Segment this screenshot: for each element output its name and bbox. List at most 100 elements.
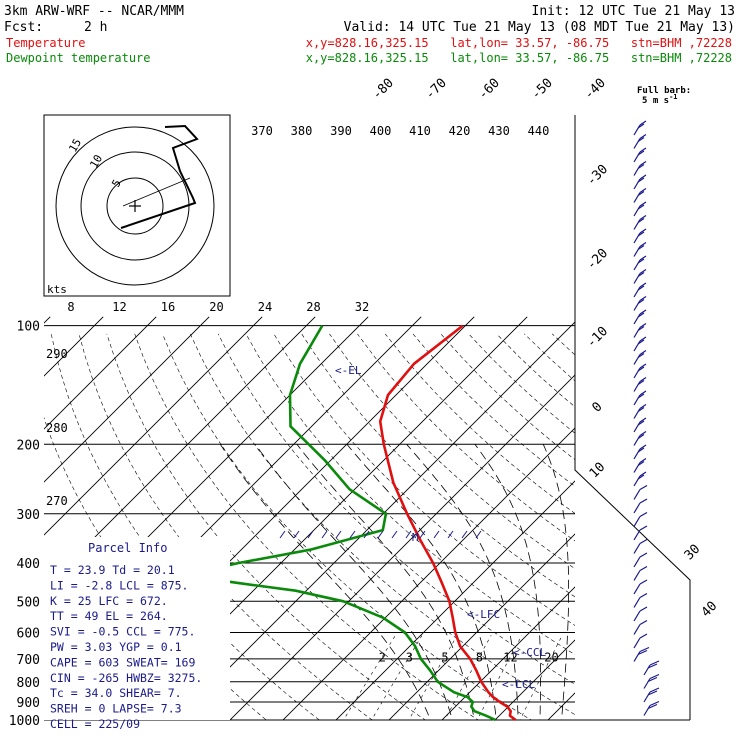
isotherm-line xyxy=(388,533,575,720)
wind-barb xyxy=(633,484,648,500)
barb-flag xyxy=(639,484,648,491)
parcel-tick xyxy=(433,530,440,539)
barb-staff xyxy=(633,597,641,608)
hodograph-speed-label: 8 xyxy=(67,300,74,314)
barb-staff xyxy=(643,678,651,689)
barb-flag xyxy=(647,690,658,696)
hodograph-ring xyxy=(55,126,215,286)
pressure-tick-label: 300 xyxy=(17,508,40,523)
moist-adiabat-line xyxy=(219,444,431,720)
barb-flag xyxy=(639,525,648,531)
wind-barb xyxy=(633,633,648,649)
isotherm-label: -10 xyxy=(584,324,611,351)
parcel-info-row: PW = 3.03 YGP = 0.1 xyxy=(50,640,182,654)
mixing-ratio-line xyxy=(371,635,423,720)
barb-flag xyxy=(637,258,645,264)
wind-barb xyxy=(633,417,647,433)
barb-flag xyxy=(639,269,647,274)
wind-barb xyxy=(633,363,647,379)
barb-flag xyxy=(647,676,658,683)
wind-barb xyxy=(633,242,647,257)
hodograph-speed-label: 32 xyxy=(355,300,369,314)
parcel-info-title: Parcel Info xyxy=(88,541,167,555)
hodograph-speed-label: 28 xyxy=(306,300,320,314)
barb-staff xyxy=(633,502,641,514)
barb-staff xyxy=(633,138,641,149)
isotherm-label: 30 xyxy=(682,542,704,564)
hodograph-speed-label: 16 xyxy=(161,300,175,314)
barb-staff xyxy=(633,273,641,284)
isotherm-line xyxy=(44,316,316,589)
wind-barb xyxy=(633,592,648,608)
barb-flag xyxy=(649,687,660,693)
barb-flag xyxy=(647,663,658,669)
barb-flag xyxy=(637,191,645,196)
barb-flag xyxy=(639,498,648,504)
barb-flag xyxy=(639,323,647,328)
wind-barb xyxy=(633,336,647,352)
barb-staff xyxy=(633,340,641,352)
barb-flag xyxy=(639,309,647,315)
valid-time: Valid: 14 UTC Tue 21 May 13 (08 MDT Tue … xyxy=(344,20,735,35)
wind-barb xyxy=(633,579,648,595)
barb-staff xyxy=(633,543,641,554)
mixing-ratio-line xyxy=(408,635,458,720)
pressure-tick-label: 700 xyxy=(17,653,40,668)
theta-label: 410 xyxy=(409,124,431,138)
barb-flag xyxy=(639,619,648,626)
barb-staff xyxy=(633,192,641,203)
barb-staff xyxy=(633,327,641,338)
el-marker: <-EL xyxy=(335,364,362,377)
barb-flag xyxy=(649,700,660,707)
barb-flag xyxy=(637,353,645,358)
hodograph-speed-label: 20 xyxy=(209,300,223,314)
parcel-info-row: Tc = 34.0 SHEAR= 7. xyxy=(50,686,182,700)
moist-adiabat-line xyxy=(406,444,519,720)
barb-flag xyxy=(639,188,647,193)
barb-staff xyxy=(633,610,641,622)
barb-flag xyxy=(649,660,660,666)
barb-staff xyxy=(643,705,651,716)
wind-barb xyxy=(633,174,647,190)
pressure-tick-label: 800 xyxy=(17,676,40,691)
barb-flag xyxy=(637,312,645,318)
parcel-tick xyxy=(335,530,342,539)
parcel-level-markers: <-EL <-LFC <-CCL <-LCL M xyxy=(279,364,546,691)
wind-barb xyxy=(633,188,647,203)
barb-note-exponent: -1 xyxy=(669,93,677,101)
pressure-tick-label: 500 xyxy=(17,595,40,610)
barb-staff xyxy=(633,219,641,230)
parcel-tick xyxy=(461,530,468,539)
barb-flag xyxy=(637,420,645,426)
barb-staff xyxy=(633,570,641,581)
barb-staff xyxy=(633,624,641,635)
skew-boundary xyxy=(574,115,691,720)
wind-barb xyxy=(633,525,648,541)
barb-staff xyxy=(633,489,641,500)
barb-staff xyxy=(633,462,641,473)
barb-staff xyxy=(633,516,641,527)
wind-barb xyxy=(633,269,647,284)
mixing-ratio-line xyxy=(444,635,492,720)
parcel-tick xyxy=(419,530,426,539)
mixing-ratio-label: 3 xyxy=(406,650,413,664)
barb-staff xyxy=(633,435,641,446)
barb-flag xyxy=(639,404,647,409)
pressure-tick-label: 1000 xyxy=(9,714,40,729)
dry-adiabat-line xyxy=(217,333,575,685)
wind-barb xyxy=(633,215,647,230)
barb-flag xyxy=(637,204,645,210)
barb-flag xyxy=(639,350,647,355)
barb-staff xyxy=(633,286,641,298)
wind-barb xyxy=(633,498,648,514)
parcel-tick xyxy=(377,530,384,539)
wind-barb xyxy=(633,350,647,365)
parcel-tick xyxy=(475,530,482,539)
barb-flag xyxy=(639,565,648,572)
pressure-tick-label: 100 xyxy=(17,320,40,335)
theta-label: 440 xyxy=(528,124,550,138)
barb-flag xyxy=(637,164,645,169)
fcst-value: 2 h xyxy=(84,20,107,35)
m-marker: M xyxy=(412,531,419,544)
